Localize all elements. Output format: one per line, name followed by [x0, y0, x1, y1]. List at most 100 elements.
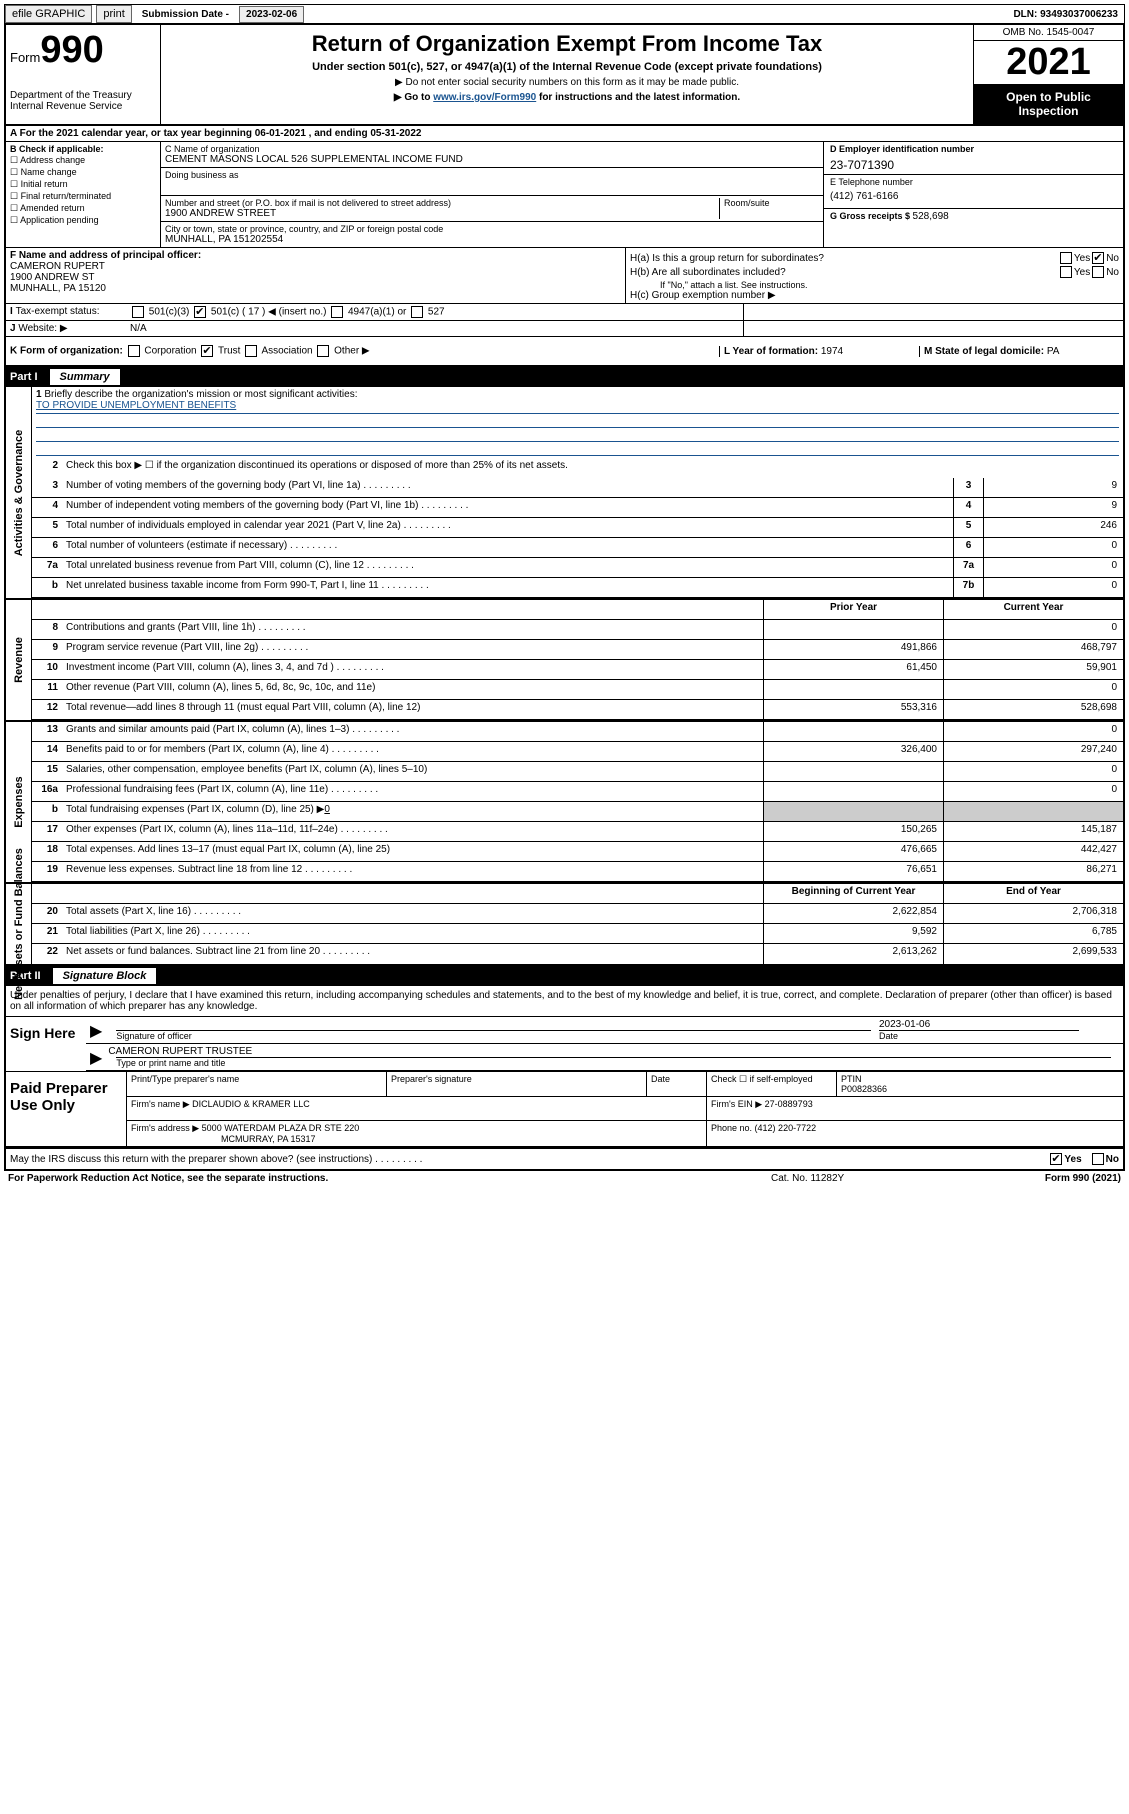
- chk-corp[interactable]: [128, 345, 140, 357]
- hb-label: H(b) Are all subordinates included?: [630, 267, 1058, 278]
- hc-cell: [743, 304, 1123, 320]
- hb-yes[interactable]: [1060, 266, 1072, 278]
- l10-prior: 61,450: [763, 660, 943, 679]
- org-name-label: C Name of organization: [165, 144, 819, 154]
- l7a-desc: Total unrelated business revenue from Pa…: [62, 558, 953, 577]
- city-label: City or town, state or province, country…: [165, 224, 819, 234]
- l19-prior: 76,651: [763, 862, 943, 881]
- hc-label: H(c) Group exemption number ▶: [630, 290, 1119, 301]
- submission-date: 2023-02-06: [239, 6, 304, 23]
- street-label: Number and street (or P.O. box if mail i…: [165, 198, 719, 208]
- telephone-label: E Telephone number: [830, 177, 1117, 187]
- current-year-hdr: Current Year: [943, 600, 1123, 619]
- chk-trust[interactable]: [201, 345, 213, 357]
- l15-prior: [763, 762, 943, 781]
- part2-header: Part II Signature Block: [4, 966, 1125, 986]
- may-no[interactable]: [1092, 1153, 1104, 1165]
- hb-no[interactable]: [1092, 266, 1104, 278]
- dba-label: Doing business as: [165, 170, 819, 180]
- l12-desc: Total revenue—add lines 8 through 11 (mu…: [62, 700, 763, 719]
- l7b-val: 0: [983, 578, 1123, 597]
- form-number: Form990: [10, 29, 156, 72]
- begin-year-hdr: Beginning of Current Year: [763, 884, 943, 903]
- ssn-note: ▶ Do not enter social security numbers o…: [167, 77, 967, 88]
- l15-desc: Salaries, other compensation, employee b…: [62, 762, 763, 781]
- chk-initial-return[interactable]: ☐ Initial return: [10, 179, 156, 190]
- cat-no: Cat. No. 11282Y: [771, 1173, 971, 1184]
- chk-name-change[interactable]: ☐ Name change: [10, 167, 156, 178]
- prior-year-hdr: Prior Year: [763, 600, 943, 619]
- room-label: Room/suite: [719, 198, 819, 219]
- l18-curr: 442,427: [943, 842, 1123, 861]
- telephone-value: (412) 761-6166: [830, 187, 1117, 206]
- l22-prior: 2,613,262: [763, 944, 943, 964]
- may-yes[interactable]: [1050, 1153, 1062, 1165]
- chk-assoc[interactable]: [245, 345, 257, 357]
- ha-yes[interactable]: [1060, 252, 1072, 264]
- l14-prior: 326,400: [763, 742, 943, 761]
- l19-curr: 86,271: [943, 862, 1123, 881]
- l2-desc: Check this box ▶ ☐ if the organization d…: [62, 458, 1123, 478]
- l17-prior: 150,265: [763, 822, 943, 841]
- l8-desc: Contributions and grants (Part VIII, lin…: [62, 620, 763, 639]
- firm-name: DICLAUDIO & KRAMER LLC: [192, 1099, 310, 1109]
- l13-prior: [763, 722, 943, 741]
- print-button[interactable]: print: [96, 5, 131, 23]
- chk-address-change[interactable]: ☐ Address change: [10, 155, 156, 166]
- sign-here-label: Sign Here: [6, 1017, 86, 1071]
- may-irs-text: May the IRS discuss this return with the…: [10, 1154, 1048, 1165]
- chk-527[interactable]: [411, 306, 423, 318]
- chk-501c[interactable]: [194, 306, 206, 318]
- l17-curr: 145,187: [943, 822, 1123, 841]
- ptin-value: P00828366: [841, 1084, 887, 1094]
- state-domicile: PA: [1047, 346, 1060, 357]
- officer-label: F Name and address of principal officer:: [10, 250, 201, 261]
- l19-desc: Revenue less expenses. Subtract line 18 …: [62, 862, 763, 881]
- form-header: Form990 Department of the TreasuryIntern…: [4, 24, 1125, 126]
- chk-501c3[interactable]: [132, 306, 144, 318]
- l16a-prior: [763, 782, 943, 801]
- rev-label: Revenue: [13, 637, 25, 683]
- chk-final-return[interactable]: ☐ Final return/terminated: [10, 191, 156, 202]
- self-employed-label: Check ☐ if self-employed: [707, 1072, 837, 1096]
- l8-curr: 0: [943, 620, 1123, 639]
- end-year-hdr: End of Year: [943, 884, 1123, 903]
- prep-date-label: Date: [647, 1072, 707, 1096]
- prep-name-label: Print/Type preparer's name: [127, 1072, 387, 1096]
- chk-other[interactable]: [317, 345, 329, 357]
- l20-desc: Total assets (Part X, line 16): [62, 904, 763, 923]
- ha-label: H(a) Is this a group return for subordin…: [630, 253, 1058, 264]
- gov-label: Activities & Governance: [13, 429, 25, 556]
- chk-pending[interactable]: ☐ Application pending: [10, 215, 156, 226]
- website-value: N/A: [126, 321, 743, 336]
- chk-amended[interactable]: ☐ Amended return: [10, 203, 156, 214]
- penalty-text: Under penalties of perjury, I declare th…: [6, 986, 1123, 1017]
- l6-val: 0: [983, 538, 1123, 557]
- l22-desc: Net assets or fund balances. Subtract li…: [62, 944, 763, 964]
- top-bar: efile GRAPHIC print Submission Date - 20…: [4, 4, 1125, 24]
- l9-prior: 491,866: [763, 640, 943, 659]
- l15-curr: 0: [943, 762, 1123, 781]
- l16a-curr: 0: [943, 782, 1123, 801]
- l5-val: 246: [983, 518, 1123, 537]
- city-state-zip: MUNHALL, PA 151202554: [165, 234, 819, 245]
- chk-4947[interactable]: [331, 306, 343, 318]
- officer-city: MUNHALL, PA 15120: [10, 283, 106, 294]
- l14-curr: 297,240: [943, 742, 1123, 761]
- l12-prior: 553,316: [763, 700, 943, 719]
- form-footer: Form 990 (2021): [971, 1173, 1121, 1184]
- firm-ein: 27-0889793: [765, 1099, 813, 1109]
- l6-desc: Total number of volunteers (estimate if …: [62, 538, 953, 557]
- return-title: Return of Organization Exempt From Incom…: [167, 31, 967, 57]
- efile-button[interactable]: efile GRAPHIC: [5, 5, 92, 23]
- irs-link[interactable]: www.irs.gov/Form990: [433, 92, 536, 103]
- l11-prior: [763, 680, 943, 699]
- l10-desc: Investment income (Part VIII, column (A)…: [62, 660, 763, 679]
- l17-desc: Other expenses (Part IX, column (A), lin…: [62, 822, 763, 841]
- l21-desc: Total liabilities (Part X, line 26): [62, 924, 763, 943]
- l20-prior: 2,622,854: [763, 904, 943, 923]
- firm-addr2: MCMURRAY, PA 15317: [131, 1134, 316, 1144]
- exp-label: Expenses: [13, 776, 25, 827]
- ha-no[interactable]: [1092, 252, 1104, 264]
- l4-val: 9: [983, 498, 1123, 517]
